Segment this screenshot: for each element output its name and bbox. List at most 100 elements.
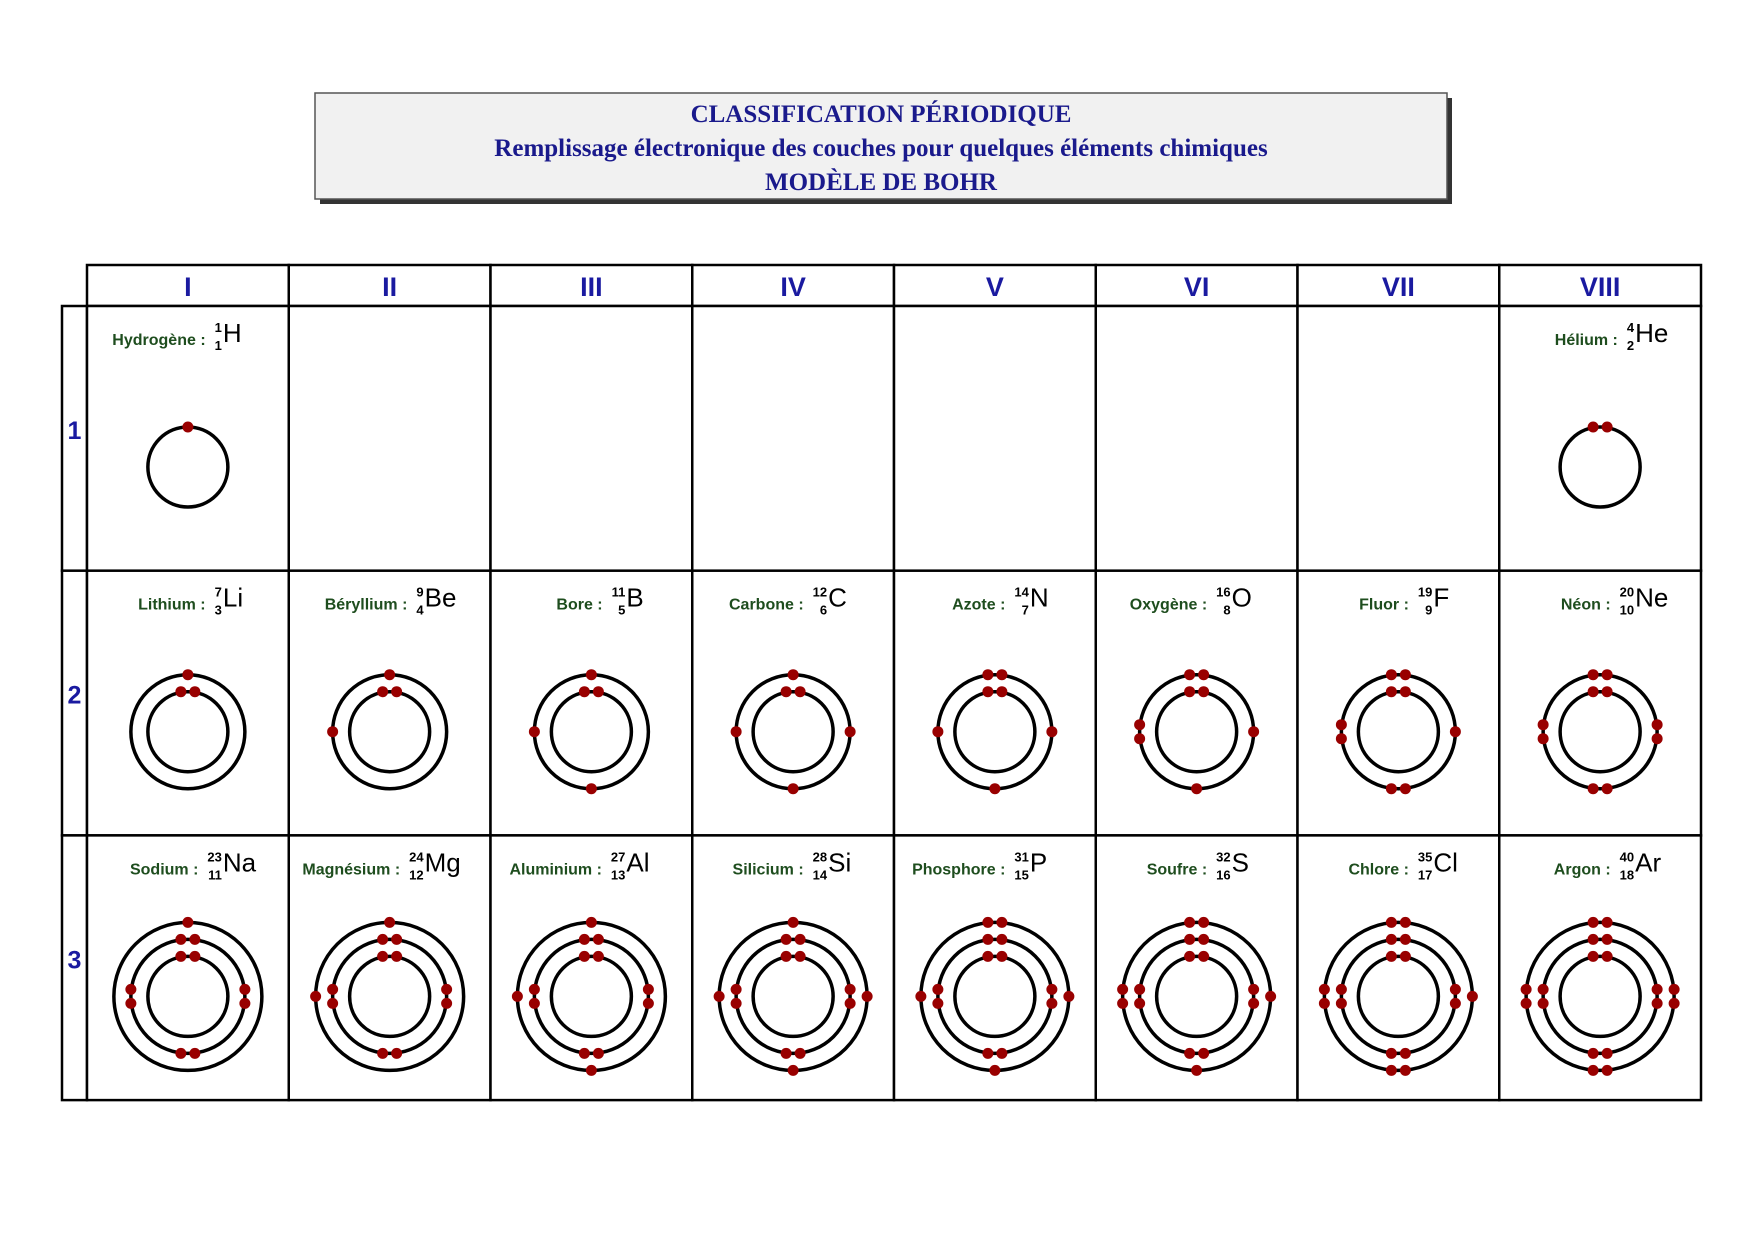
row-header-cell [60, 834, 89, 1102]
cell [85, 569, 290, 837]
shell-ring [347, 689, 432, 774]
electron [1134, 719, 1146, 731]
electron [1601, 686, 1613, 698]
shell-electrons [780, 950, 806, 962]
electron [1318, 983, 1330, 995]
electron [1601, 421, 1613, 433]
electron [1537, 997, 1549, 1009]
electron [182, 421, 194, 433]
electron [1601, 950, 1613, 962]
atomic-number: 13 [611, 867, 625, 882]
electron [982, 1047, 994, 1059]
electron [915, 990, 927, 1002]
cell [1296, 569, 1501, 837]
shell-electrons [377, 950, 403, 962]
shell-ring [1339, 937, 1458, 1056]
element-name: Silicium : [733, 861, 804, 878]
electron [175, 1047, 187, 1059]
electron [1449, 997, 1461, 1009]
atomic-number: 7 [1022, 603, 1029, 618]
mass-number: 35 [1418, 849, 1432, 864]
shell-ring [549, 954, 634, 1039]
electron [780, 686, 792, 698]
shell-electrons [578, 686, 604, 698]
atomic-number: 2 [1627, 338, 1634, 353]
shell-electrons [1385, 686, 1411, 698]
electron [932, 983, 944, 995]
shell-ring [1558, 425, 1642, 509]
electron [932, 726, 944, 738]
electron [239, 983, 251, 995]
atomic-number: 16 [1216, 867, 1230, 882]
electron [932, 997, 944, 1009]
shell-ring [1541, 672, 1659, 791]
atomic-number: 12 [409, 867, 423, 882]
element-name: Sodium : [130, 861, 198, 878]
electron [1537, 719, 1549, 731]
element: 28 14 Silicium : Si [713, 847, 873, 1076]
shell-ring [953, 954, 1037, 1039]
atomic-number: 3 [215, 603, 222, 618]
element-symbol: Na [223, 847, 257, 877]
shell-electrons [578, 950, 604, 962]
electron [1587, 933, 1599, 945]
electron [592, 686, 604, 698]
shell-electrons [1318, 916, 1478, 1076]
shell-ring [751, 954, 835, 1039]
element-symbol: C [828, 583, 847, 613]
electron [1198, 916, 1210, 928]
electron [175, 950, 187, 962]
electron [585, 783, 597, 795]
electron [1385, 916, 1397, 928]
row-header: 1 [68, 417, 82, 445]
element-symbol: F [1433, 583, 1449, 613]
mass-number: 14 [1014, 585, 1029, 600]
column-header: VIII [1580, 272, 1621, 302]
mass-number: 31 [1014, 849, 1028, 864]
electron [780, 950, 792, 962]
electron [989, 1064, 1001, 1076]
atomic-number: 1 [215, 338, 222, 353]
electron [844, 726, 856, 738]
shell-electrons [1134, 669, 1260, 795]
electron [1385, 686, 1397, 698]
electron [578, 1047, 590, 1059]
electron [384, 916, 396, 928]
shell-electrons [1385, 950, 1411, 962]
electron [1520, 983, 1532, 995]
column-header: IV [780, 272, 806, 302]
element: 4 2 Hélium : He [1555, 318, 1668, 509]
shell-ring [129, 937, 247, 1056]
electron [528, 983, 540, 995]
electron [1046, 983, 1058, 995]
mass-number: 23 [207, 849, 221, 864]
electron [787, 783, 799, 795]
element: 32 16 Soufre : S [1117, 847, 1277, 1076]
shell-electrons [1184, 686, 1210, 698]
electron [1184, 933, 1196, 945]
atomic-number: 14 [813, 867, 828, 882]
element: 24 12 Magnésium : Mg [302, 847, 466, 1073]
shell-electrons [310, 916, 396, 1002]
electron [1046, 726, 1058, 738]
atomic-number: 10 [1620, 603, 1634, 618]
electron [1587, 686, 1599, 698]
electron [1399, 783, 1411, 795]
electron [1184, 686, 1196, 698]
shell-ring [1154, 689, 1239, 774]
electron [441, 997, 453, 1009]
electron [1335, 997, 1347, 1009]
column-header: III [580, 272, 603, 302]
electron [1248, 997, 1260, 1009]
electron [189, 950, 201, 962]
column-header: VII [1382, 272, 1415, 302]
element-symbol: O [1232, 583, 1252, 613]
electron [1063, 990, 1075, 1002]
electron [1335, 719, 1347, 731]
mass-number: 28 [813, 849, 827, 864]
electron [391, 686, 403, 698]
shell-electrons [125, 933, 251, 1059]
atomic-number: 4 [416, 603, 424, 618]
electron [787, 1064, 799, 1076]
electron [982, 669, 994, 681]
